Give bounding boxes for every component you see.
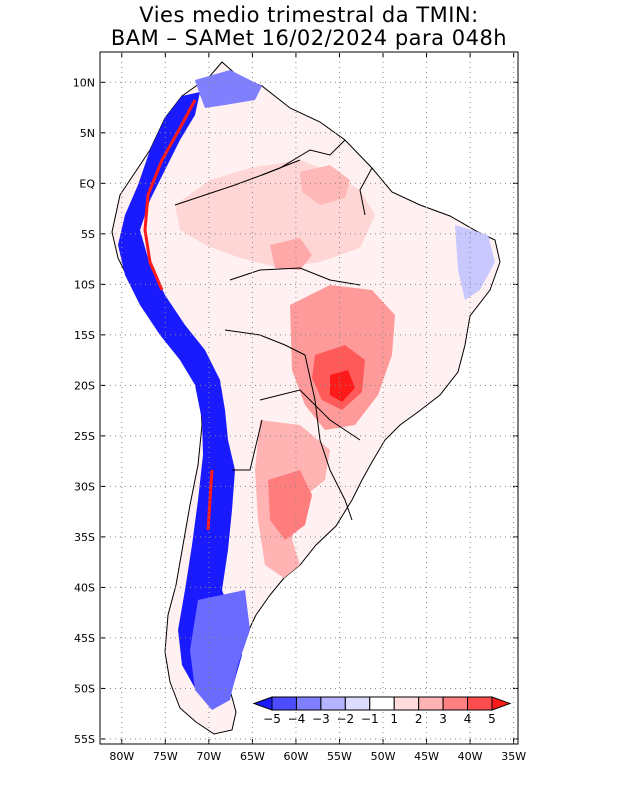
- lat-tick-label: 15S: [74, 329, 95, 342]
- colorbar-label: 1: [390, 712, 398, 726]
- lon-tick-label: 50W: [371, 750, 396, 763]
- warm-anomaly-north: [300, 165, 350, 205]
- colorbar-segment: [369, 696, 395, 711]
- lon-tick-label: 80W: [109, 750, 134, 763]
- lon-tick-label: 65W: [240, 750, 265, 763]
- warm-stripe-andes: [143, 99, 197, 291]
- colorbar: −5 −4 −3 −2 −1 1 2 3 4 5: [252, 695, 512, 726]
- country-borders: [174, 139, 373, 521]
- lat-tick-label: 50S: [74, 682, 95, 695]
- lat-tick-label: EQ: [79, 177, 95, 190]
- lat-tick-label: 45S: [74, 632, 95, 645]
- lon-tick-label: 60W: [284, 750, 309, 763]
- lat-tick-label: 30S: [74, 480, 95, 493]
- colorbar-label: 3: [439, 712, 447, 726]
- lon-tick-label: 70W: [196, 750, 221, 763]
- lat-tick-label: 5N: [80, 127, 95, 140]
- colorbar-segment: [320, 696, 346, 711]
- cold-anomaly-andes: [118, 92, 242, 700]
- lon-tick-label: 40W: [458, 750, 483, 763]
- colorbar-segment: [442, 696, 469, 711]
- chart-title-line-2: BAM – SAMet 16/02/2024 para 048h: [110, 26, 508, 50]
- lon-tick-label: 55W: [327, 750, 352, 763]
- lat-tick-label: 10N: [73, 76, 95, 89]
- colorbar-segment: [393, 696, 420, 711]
- colorbar-label: 4: [464, 712, 472, 726]
- chart-title-line-1: Vies medio trimestral da TMIN:: [139, 3, 479, 27]
- cold-anomaly-andes-light: [195, 70, 262, 108]
- lat-tick-label: 5S: [81, 228, 95, 241]
- colorbar-segment: [418, 696, 444, 711]
- colorbar-label: 5: [488, 712, 496, 726]
- colorbar-label: −4: [288, 712, 306, 726]
- colorbar-label: −1: [361, 712, 379, 726]
- colorbar-segment: [295, 696, 322, 711]
- warm-anomaly-amazon-core: [270, 238, 312, 270]
- colorbar-label: −5: [263, 712, 281, 726]
- colorbar-segment: [271, 696, 297, 711]
- cold-anomaly-patagonia: [190, 590, 250, 710]
- lon-tick-label: 35W: [501, 750, 526, 763]
- colorbar-label: −2: [336, 712, 354, 726]
- lat-tick-label: 35S: [74, 531, 95, 544]
- lat-tick-label: 20S: [74, 379, 95, 392]
- lat-tick-label: 40S: [74, 581, 95, 594]
- lat-tick-label: 55S: [74, 733, 95, 746]
- warm-stripe-chile: [206, 469, 214, 531]
- colorbar-end-high: [491, 696, 512, 711]
- lat-tick-label: 25S: [74, 430, 95, 443]
- colorbar-segment: [344, 696, 371, 711]
- lon-tick-label: 75W: [153, 750, 178, 763]
- cold-anomaly-east-coast: [455, 225, 495, 300]
- lat-tick-label: 10S: [74, 278, 95, 291]
- lon-tick-label: 45W: [414, 750, 439, 763]
- warm-anomaly-hotspot: [330, 370, 355, 402]
- colorbar-label: 2: [415, 712, 423, 726]
- colorbar-label: −3: [312, 712, 330, 726]
- colorbar-segment: [467, 696, 493, 711]
- warm-anomaly-pampas: [268, 470, 312, 540]
